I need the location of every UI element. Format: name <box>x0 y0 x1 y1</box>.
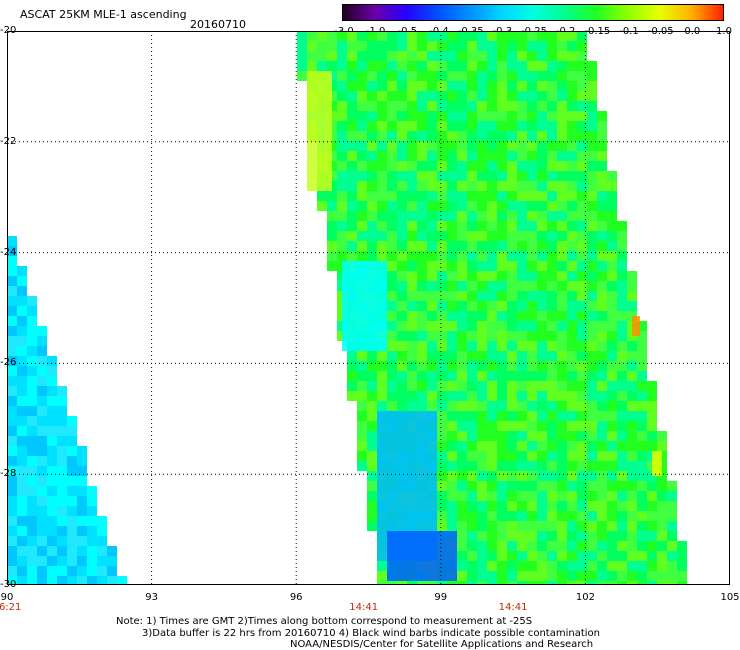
swath-accents <box>307 71 662 581</box>
longitude-label: 93 <box>145 592 158 603</box>
swath-layer <box>7 31 687 585</box>
longitude-label: 96 <box>289 592 303 603</box>
color-scale-bar <box>342 4 724 21</box>
latitude-label: -30 <box>0 579 17 590</box>
latitude-label: -20 <box>0 25 17 36</box>
product-date: 20160710 <box>190 18 246 31</box>
note-line-1: Note: 1) Times are GMT 2)Times along bot… <box>116 616 533 627</box>
lat-lon-grid <box>7 31 730 585</box>
latitude-label: -24 <box>0 246 17 258</box>
longitude-label: 90 <box>0 592 14 603</box>
longitude-label: 102 <box>575 592 595 603</box>
product-title: ASCAT 25KM MLE-1 ascending <box>20 8 187 21</box>
pass-time-label: 14:41 <box>498 602 528 613</box>
longitude-label: 105 <box>720 592 740 603</box>
latitude-label: -28 <box>0 468 17 480</box>
note-line-2: 3)Data buffer is 22 hrs from 20160710 4)… <box>142 628 600 639</box>
latitude-label: -26 <box>0 357 17 369</box>
pass-time-label: 14:41 <box>349 602 379 613</box>
plot-border <box>7 31 730 585</box>
pass-time-label: 16:21 <box>0 602 22 613</box>
wind-map-plot <box>7 31 730 585</box>
longitude-label: 99 <box>434 592 448 603</box>
note-line-3: NOAA/NESDIS/Center for Satellite Applica… <box>290 639 594 650</box>
latitude-label: -22 <box>0 135 17 147</box>
western-swath <box>7 236 127 585</box>
eastern-swath <box>297 31 687 585</box>
